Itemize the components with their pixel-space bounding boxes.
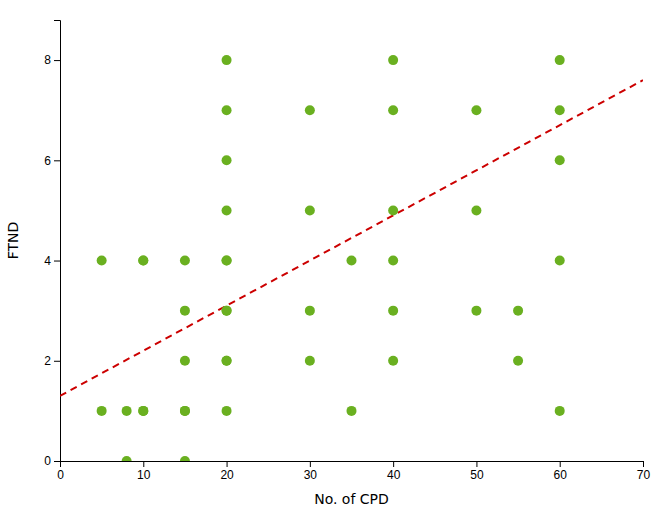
point bbox=[305, 105, 315, 115]
y-tick-label: 0 bbox=[44, 454, 51, 468]
point bbox=[180, 456, 190, 461]
x-tick-mark bbox=[643, 461, 644, 467]
x-tick: 60 bbox=[554, 461, 568, 482]
point bbox=[222, 406, 232, 416]
point bbox=[180, 356, 190, 366]
point bbox=[471, 306, 481, 316]
x-tick-label: 0 bbox=[57, 468, 64, 482]
point bbox=[138, 406, 148, 416]
point bbox=[222, 356, 232, 366]
y-tick: 0 bbox=[44, 454, 60, 468]
point bbox=[347, 406, 357, 416]
x-tick: 70 bbox=[637, 461, 651, 482]
y-tick-mark bbox=[54, 461, 60, 462]
y-tick-label: 2 bbox=[44, 354, 51, 368]
x-tick: 40 bbox=[387, 461, 401, 482]
point bbox=[180, 306, 190, 316]
point bbox=[122, 406, 132, 416]
point bbox=[97, 406, 107, 416]
point bbox=[222, 356, 232, 366]
point bbox=[388, 356, 398, 366]
point bbox=[513, 356, 523, 366]
x-tick-mark bbox=[310, 461, 311, 467]
point bbox=[222, 155, 232, 165]
point bbox=[222, 256, 232, 266]
y-tick-mark bbox=[54, 361, 60, 362]
x-tick-mark bbox=[560, 461, 561, 467]
x-tick: 0 bbox=[57, 461, 64, 482]
point bbox=[180, 406, 190, 416]
point bbox=[180, 406, 190, 416]
y-tick: 8 bbox=[44, 53, 60, 67]
trend-line bbox=[60, 80, 643, 396]
point bbox=[388, 306, 398, 316]
point bbox=[555, 155, 565, 165]
point bbox=[222, 55, 232, 65]
point bbox=[388, 105, 398, 115]
x-tick: 10 bbox=[137, 461, 151, 482]
point bbox=[305, 356, 315, 366]
point bbox=[305, 306, 315, 316]
x-tick-label: 40 bbox=[387, 468, 401, 482]
y-tick-label: 8 bbox=[44, 53, 51, 67]
point bbox=[122, 456, 132, 461]
point bbox=[138, 256, 148, 266]
y-tick-mark bbox=[54, 60, 60, 61]
x-tick-mark bbox=[393, 461, 394, 467]
x-tick-label: 20 bbox=[220, 468, 234, 482]
point bbox=[388, 256, 398, 266]
y-axis: 0 2 4 6 8 bbox=[44, 21, 60, 469]
point bbox=[513, 306, 523, 316]
x-tick: 20 bbox=[220, 461, 234, 482]
y-axis-line bbox=[54, 21, 61, 462]
x-tick: 50 bbox=[470, 461, 484, 482]
point bbox=[138, 406, 148, 416]
point bbox=[388, 55, 398, 65]
point bbox=[555, 256, 565, 266]
x-tick-mark bbox=[476, 461, 477, 467]
marks bbox=[60, 55, 643, 461]
y-tick: 6 bbox=[44, 154, 60, 168]
y-tick-mark bbox=[54, 261, 60, 262]
point bbox=[97, 256, 107, 266]
chart: 0 10 20 30 40 50 60 70 0 2 4 6 8 No. of CPD FTND bbox=[0, 0, 668, 516]
point bbox=[388, 205, 398, 215]
point bbox=[222, 105, 232, 115]
point bbox=[138, 256, 148, 266]
y-tick: 4 bbox=[44, 254, 60, 268]
y-axis-title: FTND bbox=[5, 222, 21, 260]
x-tick-label: 60 bbox=[554, 468, 568, 482]
y-tick-label: 6 bbox=[44, 154, 51, 168]
point bbox=[471, 105, 481, 115]
x-axis-line bbox=[61, 462, 644, 468]
point bbox=[222, 306, 232, 316]
y-tick-label: 4 bbox=[44, 254, 51, 268]
point bbox=[347, 256, 357, 266]
plot: 0 10 20 30 40 50 60 70 0 2 4 6 8 bbox=[44, 21, 650, 482]
point bbox=[555, 406, 565, 416]
point bbox=[305, 205, 315, 215]
point bbox=[222, 306, 232, 316]
x-tick-label: 30 bbox=[304, 468, 318, 482]
x-tick-label: 50 bbox=[470, 468, 484, 482]
x-tick: 30 bbox=[304, 461, 318, 482]
x-tick-label: 10 bbox=[137, 468, 151, 482]
x-tick-mark bbox=[143, 461, 144, 467]
x-tick-mark bbox=[227, 461, 228, 467]
y-tick-mark bbox=[54, 160, 60, 161]
x-tick-label: 70 bbox=[637, 468, 651, 482]
point bbox=[180, 256, 190, 266]
point bbox=[471, 205, 481, 215]
point bbox=[222, 205, 232, 215]
point bbox=[222, 256, 232, 266]
point bbox=[555, 55, 565, 65]
point bbox=[555, 105, 565, 115]
y-tick: 2 bbox=[44, 354, 60, 368]
x-axis: 0 10 20 30 40 50 60 70 bbox=[57, 461, 650, 482]
x-axis-title: No. of CPD bbox=[314, 491, 389, 507]
